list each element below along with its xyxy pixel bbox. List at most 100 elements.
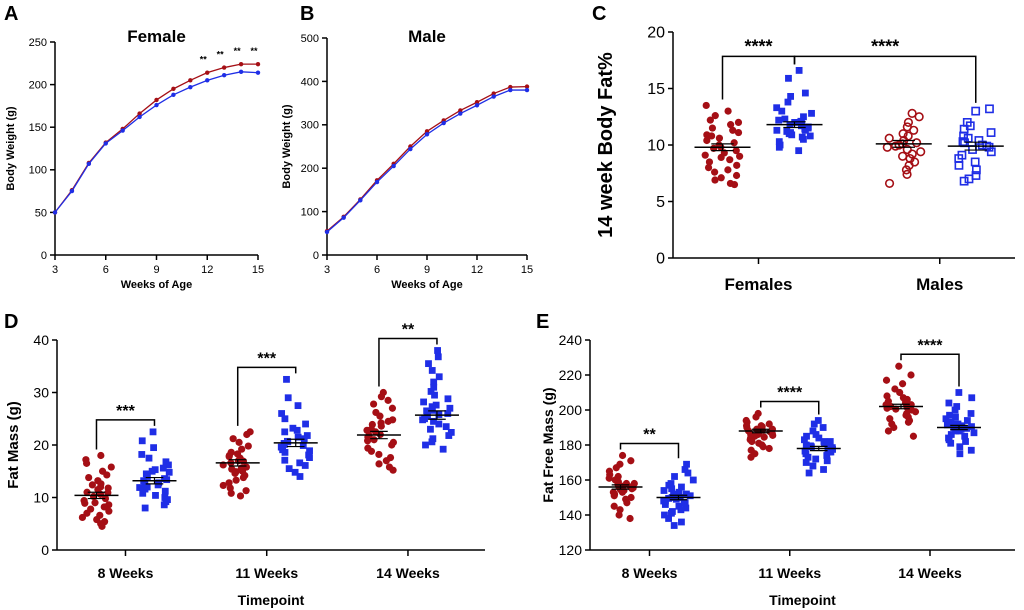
- data-point-E: [682, 504, 690, 512]
- x-tick-label-A: 3: [52, 264, 58, 276]
- data-point-A-2: [86, 161, 92, 167]
- data-point-E: [903, 395, 911, 404]
- significance-label-D: ***: [257, 350, 276, 367]
- y-tick-label-C: 5: [656, 194, 665, 211]
- data-point-B-1: [474, 100, 480, 105]
- data-point-D: [291, 468, 299, 476]
- y-tick-label-D: 0: [41, 542, 49, 558]
- category-label-D: 14 Weeks: [376, 565, 440, 581]
- data-point-D: [149, 428, 157, 436]
- data-point-D: [430, 417, 437, 425]
- significance-bracket-E: [760, 400, 820, 415]
- category-label-C: Females: [724, 275, 792, 294]
- data-point-E: [612, 464, 620, 472]
- data-point-E: [968, 423, 975, 431]
- data-point-D: [281, 428, 289, 436]
- data-point-E: [955, 427, 963, 435]
- data-point-D: [243, 430, 251, 439]
- data-point-E: [747, 430, 755, 439]
- data-point-D: [384, 396, 392, 404]
- y-tick-label-E: 140: [559, 507, 583, 523]
- data-point-E: [947, 418, 955, 426]
- data-point-E: [898, 380, 907, 388]
- data-point-E: [681, 499, 689, 507]
- data-point-C: [708, 132, 716, 140]
- panel-letter-e: E: [536, 311, 549, 333]
- data-point-D: [225, 452, 233, 461]
- data-point-D: [444, 395, 452, 403]
- data-point-C: [907, 108, 917, 118]
- data-point-E: [760, 433, 768, 441]
- significance-label-D: **: [402, 322, 415, 339]
- data-point-E: [814, 417, 822, 424]
- data-point-E: [967, 446, 975, 454]
- data-point-E: [668, 509, 675, 517]
- data-point-A-2: [205, 78, 210, 83]
- data-point-E: [802, 459, 810, 466]
- data-point-C: [717, 153, 725, 162]
- data-point-D: [235, 438, 243, 446]
- data-point-E: [946, 411, 953, 419]
- significance-bracket-D: [378, 337, 438, 387]
- data-point-D: [107, 463, 115, 471]
- data-point-C: [898, 151, 908, 161]
- panel-letter-c: C: [592, 3, 606, 25]
- significance-bracket-D: [95, 419, 156, 450]
- data-point-B-2: [391, 163, 396, 169]
- data-point-E: [802, 450, 810, 458]
- data-point-E: [622, 479, 631, 488]
- data-point-C: [984, 142, 994, 152]
- data-point-D: [431, 391, 438, 399]
- data-point-E: [623, 499, 631, 507]
- data-point-A-1: [137, 111, 142, 116]
- data-point-E: [963, 417, 971, 424]
- y-tick-label-D: 20: [33, 437, 49, 453]
- data-point-E: [683, 490, 690, 498]
- data-point-D: [82, 459, 91, 467]
- data-point-C: [773, 104, 781, 112]
- data-point-C: [804, 123, 812, 131]
- data-point-D: [283, 437, 291, 445]
- data-point-E: [823, 457, 831, 465]
- data-point-E: [665, 515, 672, 522]
- data-point-B-2: [324, 229, 330, 235]
- y-tick-label-E: 220: [559, 367, 583, 383]
- data-point-C: [708, 124, 717, 132]
- data-point-B-2: [458, 111, 463, 116]
- y-tick-label-B: 300: [301, 120, 319, 132]
- data-point-D: [428, 403, 436, 411]
- data-point-E: [809, 462, 817, 470]
- data-point-E: [670, 490, 677, 498]
- significance-label-A: **: [234, 46, 242, 56]
- data-point-B-2: [374, 179, 380, 185]
- data-point-E: [956, 443, 964, 451]
- y-tick-label-C: 0: [656, 251, 665, 268]
- series-line-B-2: [326, 89, 527, 233]
- data-point-D: [281, 448, 289, 456]
- data-point-E: [947, 439, 955, 447]
- data-point-E: [678, 483, 685, 491]
- data-point-C: [903, 117, 914, 127]
- data-point-D: [239, 457, 248, 465]
- data-point-A-2: [221, 73, 227, 78]
- data-point-D: [289, 424, 297, 432]
- data-point-C: [808, 109, 815, 117]
- y-tick-label-A: 150: [29, 122, 47, 134]
- data-point-D: [242, 487, 250, 495]
- data-point-D: [439, 445, 447, 453]
- data-point-C: [970, 157, 980, 167]
- data-point-C: [909, 125, 919, 135]
- y-tick-label-B: 200: [301, 163, 319, 175]
- data-point-D: [238, 445, 246, 453]
- data-point-B-2: [474, 103, 480, 108]
- data-point-E: [947, 431, 955, 438]
- y-tick-label-E: 120: [559, 542, 583, 558]
- x-tick-label-B: 3: [324, 264, 330, 276]
- data-point-D: [375, 450, 383, 459]
- data-point-C: [775, 143, 783, 151]
- data-point-E: [820, 466, 827, 473]
- data-point-D: [159, 464, 167, 472]
- data-point-A-2: [52, 210, 58, 215]
- data-point-E: [970, 429, 978, 437]
- data-point-D: [232, 476, 240, 484]
